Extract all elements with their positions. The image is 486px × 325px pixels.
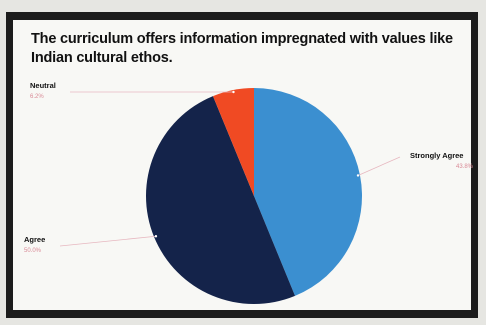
- pie-slice-strongly-agree: [254, 88, 362, 296]
- pie-slice-neutral: [212, 88, 254, 196]
- leader-dot: [356, 174, 360, 177]
- slice-label: Agree: [24, 235, 45, 244]
- slice-value-label: 6.2%: [30, 94, 44, 100]
- chart-title: The curriculum offers information impreg…: [31, 31, 453, 66]
- slice-label: Neutral: [30, 81, 56, 90]
- slice-value-label: 43.8%: [456, 164, 474, 170]
- leader-line: [59, 235, 156, 247]
- pie-slice-agree: [146, 96, 296, 304]
- leader-line: [357, 156, 401, 176]
- slice-value-label: 50.0%: [24, 248, 42, 254]
- leader-dot: [232, 90, 235, 94]
- leader-dot: [154, 235, 158, 238]
- pie-slices: [146, 88, 362, 304]
- slice-labels: Strongly Agree 43.8% Agree 50.0% Neutral 6.2%: [24, 81, 474, 254]
- slice-label: Strongly Agree: [410, 151, 463, 160]
- leader-lines: [59, 90, 401, 247]
